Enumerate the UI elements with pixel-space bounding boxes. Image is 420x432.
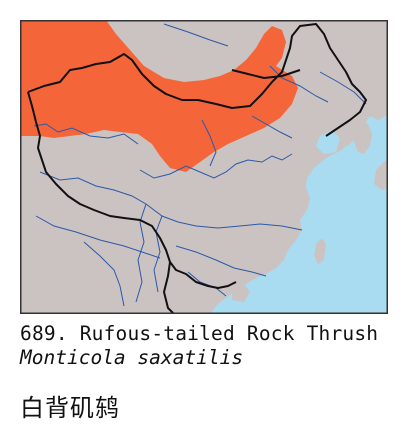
river-line bbox=[175, 245, 267, 277]
river-line bbox=[33, 123, 139, 145]
species-caption-line: 689. Rufous-tailed Rock Thrush bbox=[20, 322, 378, 345]
border-line bbox=[231, 69, 301, 79]
border-line bbox=[163, 261, 175, 314]
river-line bbox=[163, 23, 229, 47]
river-line bbox=[319, 71, 367, 105]
hainan-island bbox=[232, 284, 250, 302]
japan-island bbox=[374, 160, 388, 190]
species-english-name: Rufous-tailed Rock Thrush bbox=[79, 322, 379, 345]
species-chinese-name: 白背矶鸫 bbox=[20, 394, 120, 422]
korean-peninsula bbox=[350, 120, 372, 154]
river-line bbox=[201, 119, 217, 167]
river-line bbox=[135, 203, 147, 303]
river-line bbox=[153, 215, 163, 293]
river-line bbox=[35, 215, 161, 259]
taiwan-island bbox=[314, 238, 326, 264]
species-latin-name: Monticola saxatilis bbox=[20, 346, 244, 369]
river-line bbox=[251, 115, 293, 139]
bohai-gulf bbox=[316, 130, 340, 154]
river-lines bbox=[33, 23, 367, 307]
river-line bbox=[139, 153, 293, 179]
map-frame-border bbox=[20, 20, 388, 314]
national-border-lines bbox=[27, 23, 367, 314]
border-line bbox=[27, 91, 237, 289]
range-map bbox=[20, 20, 388, 314]
range-map-svg bbox=[20, 20, 388, 314]
species-number: 689. bbox=[20, 322, 68, 345]
river-line bbox=[83, 241, 125, 307]
border-line bbox=[27, 23, 367, 137]
species-range-area bbox=[20, 20, 298, 172]
river-line bbox=[269, 65, 329, 103]
